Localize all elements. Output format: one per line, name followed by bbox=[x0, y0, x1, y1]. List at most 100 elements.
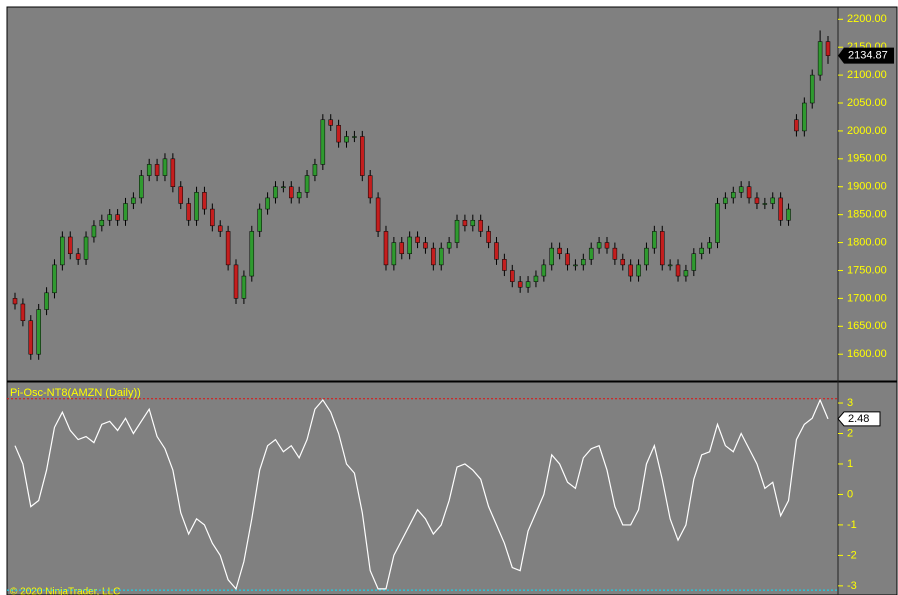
candle-body bbox=[375, 197, 381, 232]
candle-body bbox=[415, 236, 420, 243]
candle-body bbox=[604, 242, 610, 249]
candle-body bbox=[75, 253, 81, 260]
y-tick-label: 1 bbox=[847, 458, 853, 470]
candle-body bbox=[825, 41, 831, 56]
candle-body bbox=[731, 192, 736, 199]
candle-body bbox=[328, 119, 333, 126]
candle-body bbox=[281, 186, 286, 188]
y-tick-label: 0 bbox=[847, 488, 853, 500]
candle-body bbox=[596, 242, 602, 249]
y-tick-label: 2000.00 bbox=[847, 125, 887, 137]
candle-body bbox=[162, 158, 168, 176]
y-tick-label: 1950.00 bbox=[847, 153, 887, 165]
candle-body bbox=[241, 275, 247, 299]
candle-body bbox=[470, 219, 476, 227]
y-tick-label: -2 bbox=[847, 549, 857, 561]
candle-body bbox=[478, 219, 483, 232]
candle-body bbox=[28, 320, 34, 355]
candle-body bbox=[139, 175, 144, 199]
candle-body bbox=[754, 197, 760, 204]
candle-body bbox=[178, 186, 184, 204]
candle-body bbox=[131, 197, 136, 204]
candle-body bbox=[636, 264, 641, 277]
candle-body bbox=[202, 192, 207, 210]
candle-body bbox=[557, 247, 562, 254]
candle-body bbox=[438, 247, 444, 266]
price-marker bbox=[838, 47, 894, 64]
candle-body bbox=[786, 208, 791, 221]
candle-body bbox=[391, 242, 397, 266]
candle-body bbox=[588, 247, 594, 260]
candle-body bbox=[146, 164, 152, 176]
candle-body bbox=[794, 119, 799, 132]
candle-body bbox=[68, 236, 73, 254]
candle-body bbox=[249, 231, 255, 277]
candle-body bbox=[107, 214, 112, 221]
y-tick-label: 1800.00 bbox=[847, 236, 887, 248]
candle-body bbox=[683, 270, 689, 277]
candle-body bbox=[573, 264, 578, 267]
oscillator-line bbox=[14, 398, 829, 591]
candle-body bbox=[170, 158, 176, 187]
candle-body bbox=[296, 192, 302, 199]
candle-body bbox=[154, 164, 160, 176]
candle-body bbox=[123, 203, 128, 221]
y-tick-label: 1600.00 bbox=[847, 348, 887, 360]
candle-body bbox=[517, 281, 523, 288]
y-tick-label: 1750.00 bbox=[847, 264, 887, 276]
candle-body bbox=[115, 214, 120, 221]
candle-body bbox=[699, 247, 704, 254]
candle-body bbox=[454, 219, 460, 243]
candle-body bbox=[431, 247, 436, 266]
y-tick-label: 2100.00 bbox=[847, 69, 887, 81]
candle-body bbox=[738, 186, 744, 193]
candle-body bbox=[336, 125, 341, 143]
candle-body bbox=[549, 247, 554, 266]
y-tick-label: 2200.00 bbox=[847, 13, 887, 25]
y-tick-label: 1900.00 bbox=[847, 181, 887, 193]
candle-body bbox=[352, 136, 357, 138]
candle-body bbox=[525, 281, 531, 288]
candle-body bbox=[52, 264, 57, 294]
candle-body bbox=[462, 219, 468, 227]
candle-body bbox=[809, 74, 815, 104]
candle-body bbox=[91, 225, 97, 238]
candle-body bbox=[723, 197, 728, 204]
last-value: 2.48 bbox=[848, 413, 869, 425]
candle-body bbox=[581, 259, 586, 266]
candle-body bbox=[541, 264, 547, 277]
candle-body bbox=[565, 253, 570, 266]
candle-body bbox=[423, 242, 428, 249]
candle-body bbox=[367, 175, 373, 199]
candle-body bbox=[312, 164, 318, 176]
candle-body bbox=[304, 175, 310, 193]
candle-body bbox=[344, 136, 349, 143]
candle-body bbox=[715, 203, 720, 243]
y-tick-label: 1850.00 bbox=[847, 209, 887, 221]
candle-body bbox=[217, 225, 223, 232]
candle-body bbox=[628, 264, 633, 277]
candle-body bbox=[494, 242, 499, 260]
y-tick-label: 2 bbox=[847, 427, 853, 439]
y-tick-label: -1 bbox=[847, 519, 857, 531]
candle-body bbox=[257, 208, 262, 232]
candle-body bbox=[778, 197, 783, 221]
candle-body bbox=[770, 197, 775, 204]
candle-body bbox=[707, 242, 712, 249]
candle-body bbox=[817, 41, 823, 76]
candle-body bbox=[83, 236, 89, 260]
candle-body bbox=[265, 197, 270, 210]
copyright: © 2020 NinjaTrader, LLC bbox=[10, 587, 120, 595]
candle-body bbox=[802, 102, 807, 132]
y-tick-label: 2050.00 bbox=[847, 97, 887, 109]
y-tick-label: -3 bbox=[847, 580, 857, 592]
y-tick-label: 1650.00 bbox=[847, 320, 887, 332]
candle-body bbox=[659, 231, 665, 266]
candle-body bbox=[44, 292, 49, 310]
candle-body bbox=[510, 270, 515, 282]
candle-body bbox=[194, 192, 199, 221]
candle-body bbox=[612, 247, 618, 260]
candle-body bbox=[620, 259, 626, 266]
candle-body bbox=[383, 231, 389, 266]
